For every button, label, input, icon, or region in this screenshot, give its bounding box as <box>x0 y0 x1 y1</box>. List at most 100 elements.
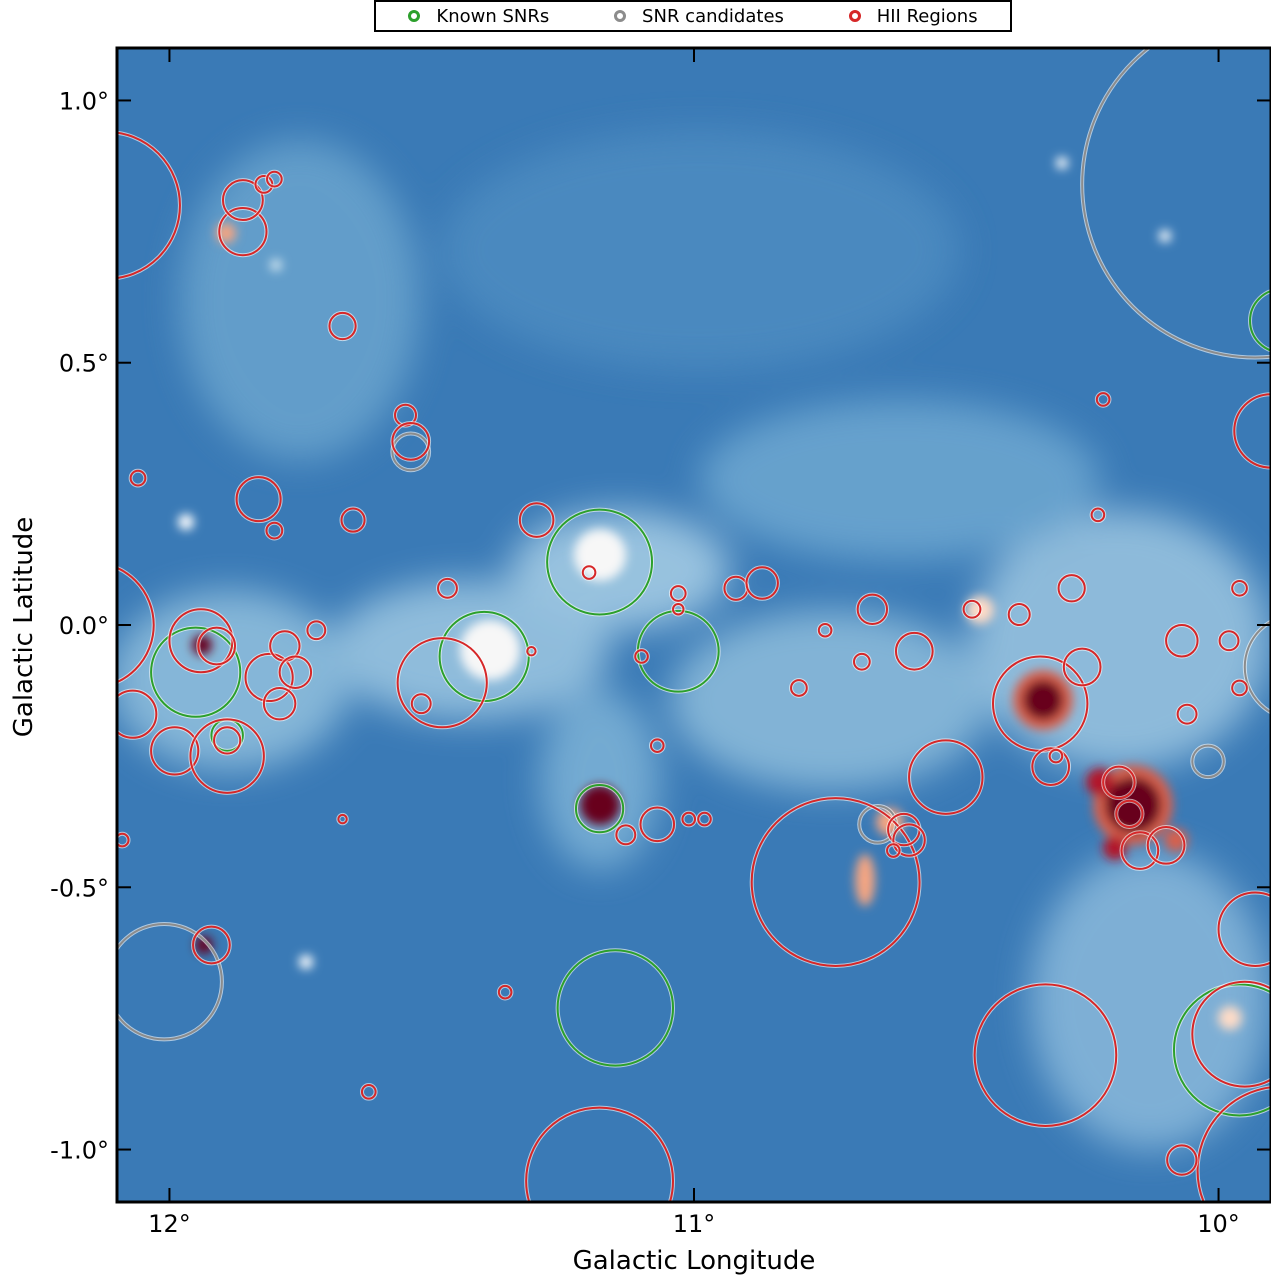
region-marker <box>117 923 223 1041</box>
region-marker <box>574 783 625 834</box>
region-marker <box>1165 624 1199 658</box>
region-marker <box>117 832 130 848</box>
region-marker <box>1048 748 1064 764</box>
region-marker <box>278 655 313 689</box>
region-marker <box>337 813 348 825</box>
region-marker <box>526 646 537 657</box>
y-axis-ticks: 1.0° 0.5° 0.0° -0.5° -1.0° <box>50 87 1271 1165</box>
legend-label-known-snrs: Known SNRs <box>436 5 550 27</box>
region-marker <box>129 469 147 487</box>
region-marker <box>892 823 926 857</box>
region-marker <box>360 1084 377 1100</box>
region-marker <box>117 566 155 684</box>
region-marker <box>546 508 654 616</box>
region-marker <box>1095 392 1111 407</box>
region-circles <box>117 48 1271 1202</box>
region-marker <box>391 422 431 461</box>
region-marker <box>150 626 242 718</box>
region-marker <box>1176 703 1198 725</box>
region-marker <box>894 631 934 671</box>
region-marker <box>189 718 265 794</box>
diffuse-emission <box>117 130 1270 1150</box>
x-tick-label: 12° <box>148 1210 191 1238</box>
plot-background <box>117 48 1271 1202</box>
y-tick-label: 0.0° <box>59 612 109 640</box>
region-marker <box>681 811 697 827</box>
region-marker <box>1166 1144 1198 1176</box>
y-tick-label: -0.5° <box>50 874 109 902</box>
region-marker <box>1249 290 1271 352</box>
region-marker <box>213 726 242 755</box>
region-marker <box>1218 630 1240 652</box>
region-marker <box>1243 620 1271 714</box>
region-marker <box>745 566 779 600</box>
region-marker <box>266 170 283 188</box>
region-marker <box>525 1106 674 1202</box>
y-tick-label: 0.5° <box>59 350 109 378</box>
region-marker <box>1191 980 1271 1088</box>
region-marker <box>328 311 357 341</box>
x-axis-title: Galactic Longitude <box>572 1246 816 1276</box>
region-marker <box>1090 507 1106 523</box>
legend-item-snr-candidates: SNR candidates <box>614 6 784 27</box>
x-tick-label: 10° <box>1197 1210 1240 1238</box>
region-marker <box>244 652 294 703</box>
region-marker <box>556 949 675 1067</box>
region-marker <box>1231 579 1248 597</box>
region-marker <box>1231 679 1248 697</box>
region-marker <box>1081 48 1271 359</box>
x-axis-ticks: 12° 11° 10° <box>148 48 1240 1238</box>
region-marker <box>634 649 649 664</box>
region-marker <box>697 811 712 827</box>
series-hii-regions <box>117 130 1271 1202</box>
region-marker <box>265 521 284 540</box>
legend-item-hii-regions: HII Regions <box>848 5 978 27</box>
red-circle-icon <box>848 10 861 22</box>
legend: Known SNRs SNR candidates HII Regions <box>374 0 1012 32</box>
region-marker <box>1233 393 1271 469</box>
region-marker <box>262 686 297 721</box>
region-marker <box>1120 831 1160 870</box>
region-marker <box>1057 574 1086 603</box>
region-marker <box>669 585 687 602</box>
region-marker <box>639 806 676 843</box>
region-marker <box>1115 799 1144 828</box>
region-marker <box>437 577 458 599</box>
y-axis-title: Galactic Latitude <box>9 516 39 738</box>
region-marker <box>340 507 366 533</box>
region-marker <box>581 565 597 580</box>
region-marker <box>672 603 685 616</box>
region-marker <box>1031 747 1071 786</box>
region-marker <box>962 599 982 619</box>
region-marker <box>1062 647 1102 687</box>
region-marker <box>518 502 555 538</box>
region-marker <box>218 206 268 257</box>
region-marker <box>1146 825 1186 865</box>
region-marker <box>221 179 264 222</box>
region-marker <box>410 693 432 715</box>
region-marker <box>886 843 901 858</box>
region-marker <box>306 620 327 641</box>
region-marker <box>817 622 833 638</box>
legend-label-hii-regions: HII Regions <box>876 5 978 27</box>
region-marker <box>1172 983 1271 1117</box>
region-marker <box>1217 891 1271 967</box>
y-tick-label: 1.0° <box>59 87 109 115</box>
region-marker <box>1191 744 1225 779</box>
region-marker <box>117 131 181 280</box>
region-marker <box>1007 603 1031 627</box>
region-marker <box>1102 765 1136 800</box>
region-marker <box>1196 1086 1271 1202</box>
region-marker <box>790 679 808 697</box>
region-marker <box>615 824 637 846</box>
region-marker <box>856 593 889 625</box>
region-marker <box>649 738 665 753</box>
region-marker <box>150 726 200 776</box>
region-marker <box>497 984 513 1000</box>
region-marker <box>235 476 282 523</box>
region-marker <box>396 637 488 729</box>
gray-circle-icon <box>614 10 627 22</box>
region-marker <box>973 983 1118 1127</box>
y-tick-label: -1.0° <box>50 1137 109 1165</box>
